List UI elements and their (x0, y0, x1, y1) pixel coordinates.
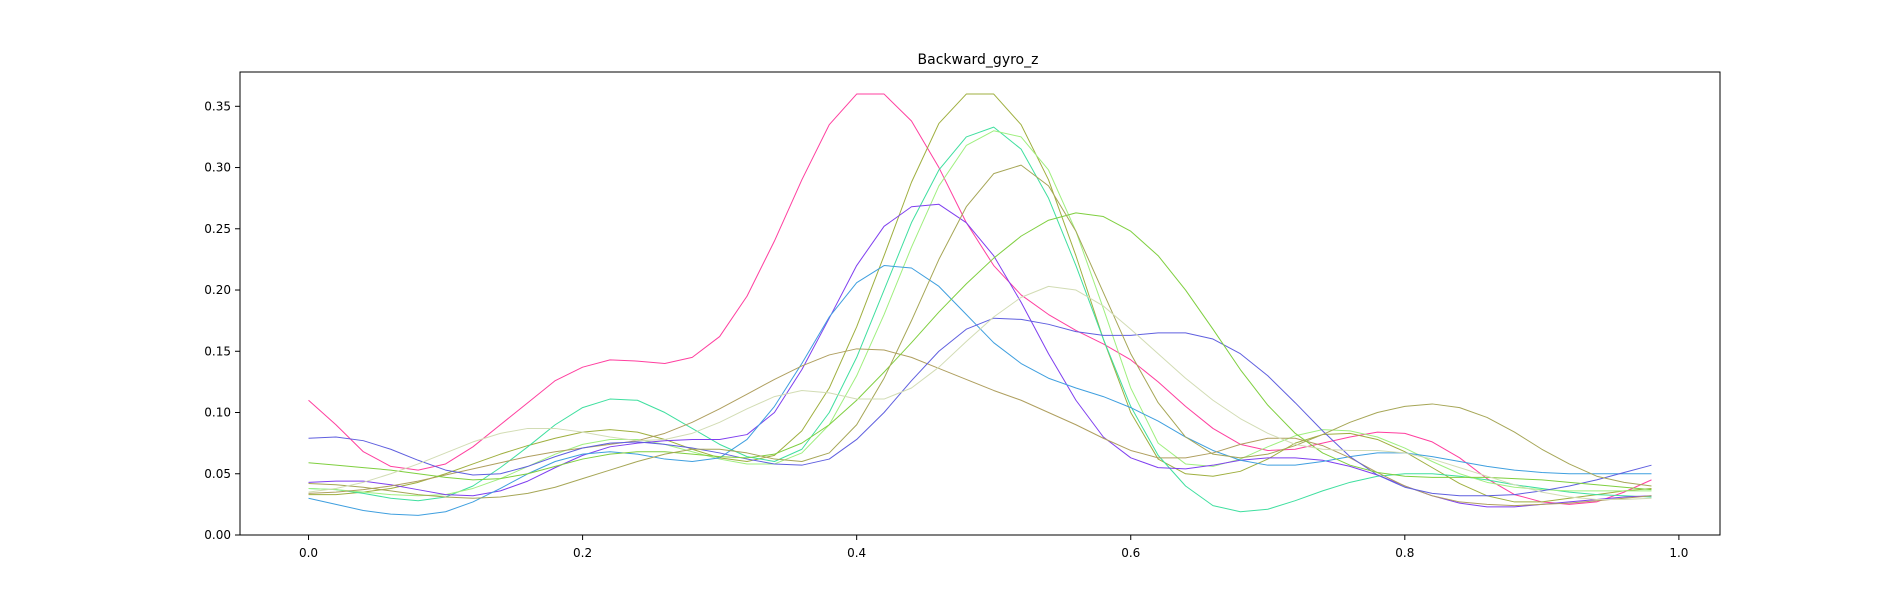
x-axis: 0.0 0.2 0.4 0.6 0.8 1.0 (299, 535, 1688, 560)
y-tick-label: 0.30 (204, 161, 231, 175)
x-tick-label: 0.2 (573, 546, 592, 560)
y-tick-label: 0.25 (204, 222, 231, 236)
series-line-11 (308, 285, 1652, 500)
x-tick-label: 0.0 (299, 546, 318, 560)
chart-title: Backward_gyro_z (918, 52, 1039, 68)
series-line-2 (308, 93, 1652, 503)
x-tick-label: 0.4 (847, 546, 866, 560)
series-line-9 (308, 212, 1652, 491)
y-tick-label: 0.15 (204, 344, 231, 358)
y-tick-label: 0.00 (204, 528, 231, 542)
y-tick-label: 0.20 (204, 283, 231, 297)
series-line-3 (308, 126, 1652, 513)
series-layer (308, 93, 1652, 516)
x-tick-label: 0.8 (1395, 546, 1414, 560)
series-line-7 (308, 348, 1652, 507)
series-line-8 (308, 317, 1652, 497)
x-tick-label: 0.6 (1121, 546, 1140, 560)
y-tick-label: 0.10 (204, 406, 231, 420)
series-line-10 (308, 164, 1652, 499)
y-tick-label: 0.05 (204, 467, 231, 481)
y-tick-label: 0.35 (204, 99, 231, 113)
x-tick-label: 1.0 (1669, 546, 1688, 560)
plot-frame (239, 71, 1721, 536)
series-line-1 (308, 93, 1652, 505)
y-axis: 0.00 0.05 0.10 0.15 0.20 0.25 0.30 0.35 (204, 99, 240, 542)
